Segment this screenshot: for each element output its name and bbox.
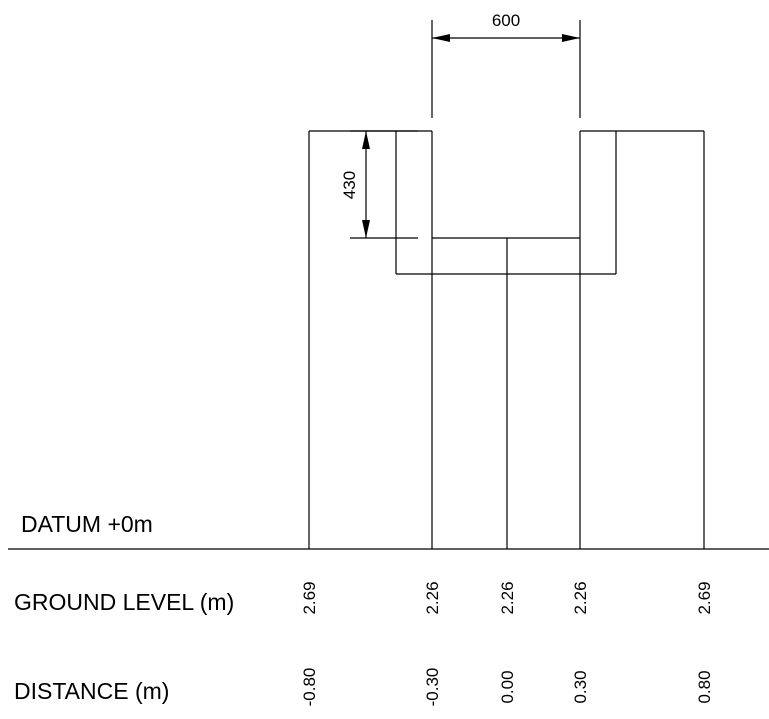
ground-level-value: 2.26	[423, 581, 442, 614]
width-dimension-label: 600	[492, 11, 520, 30]
depth-dimension-label: 430	[340, 171, 359, 199]
distance-value: 0.30	[571, 670, 590, 703]
depth-arrow-top	[362, 131, 370, 149]
distance-value: 0.80	[695, 670, 714, 703]
ground-level-value: 2.69	[695, 581, 714, 614]
distance-label: DISTANCE (m)	[14, 678, 169, 704]
width-arrow-right	[562, 34, 580, 42]
distance-value: 0.00	[498, 670, 517, 703]
width-arrow-left	[432, 34, 450, 42]
ground-level-label: GROUND LEVEL (m)	[14, 589, 234, 615]
datum-label: DATUM +0m	[21, 511, 153, 537]
distance-value: -0.80	[300, 668, 319, 707]
distance-value: -0.30	[423, 668, 442, 707]
ground-level-value: 2.69	[300, 581, 319, 614]
ground-level-value: 2.26	[498, 581, 517, 614]
depth-arrow-bottom	[362, 220, 370, 238]
ground-level-value: 2.26	[571, 581, 590, 614]
